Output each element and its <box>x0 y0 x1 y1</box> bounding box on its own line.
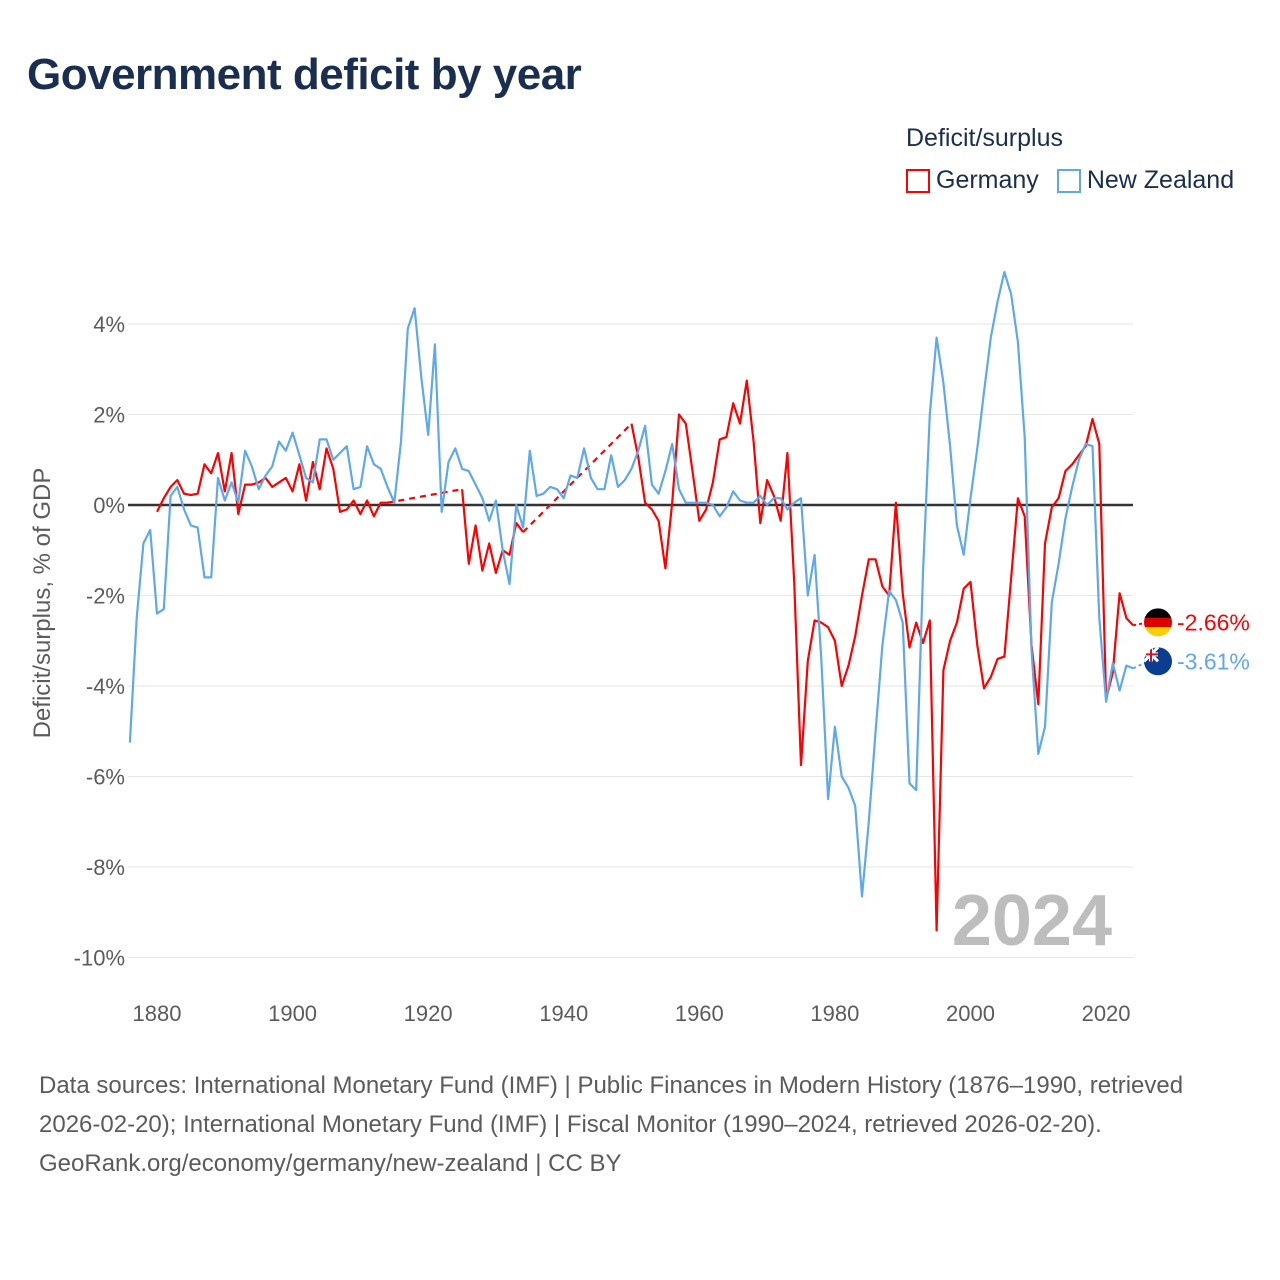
y-tick-label: -6% <box>86 765 125 790</box>
legend-title: Deficit/surplus <box>906 124 1063 152</box>
end-label-germany: -2.66% <box>1177 609 1250 635</box>
legend-item-germany[interactable]: Germany <box>906 166 1039 195</box>
legend-swatch-germany <box>906 168 930 193</box>
year-watermark: 2024 <box>952 881 1112 961</box>
chart-title: Government deficit by year <box>27 50 582 99</box>
end-label-new-zealand: -3.61% <box>1177 648 1250 674</box>
germany-flag-icon <box>1144 608 1172 637</box>
y-tick-label: 4% <box>93 312 125 337</box>
series-lines <box>128 270 1135 932</box>
y-tick-label: 0% <box>93 493 125 518</box>
series-end-labels: -2.66% -3.61% <box>1132 608 1250 676</box>
legend-label-new-zealand: New Zealand <box>1086 166 1235 194</box>
y-tick-label: -2% <box>86 584 125 609</box>
legend-label-germany: Germany <box>936 166 1039 194</box>
x-tick-label: 2020 <box>1082 1001 1131 1026</box>
x-tick-label: 1940 <box>539 1001 588 1026</box>
data-sources: Data sources: International Monetary Fun… <box>39 1072 1184 1138</box>
x-tick-label: 1920 <box>404 1001 453 1026</box>
footer: Data sources: International Monetary Fun… <box>39 1066 1239 1183</box>
x-tick-label: 1900 <box>268 1001 317 1026</box>
y-tick-label: -8% <box>86 855 125 880</box>
x-tick-label: 1880 <box>133 1001 182 1026</box>
series-gap-germany <box>387 422 633 533</box>
chart: -10% -8% -6% -4% -2% 0% 2% 4% 1880 1900 1920 1940 19… <box>29 270 1250 1026</box>
series-line-new-zealand <box>128 270 1134 898</box>
x-tick-label: 2000 <box>946 1001 995 1026</box>
y-tick-label: -10% <box>74 946 125 971</box>
y-axis-label: Deficit/surplus, % of GDP <box>29 468 56 739</box>
legend-item-new-zealand[interactable]: New Zealand <box>1056 166 1235 195</box>
legend-swatch-new-zealand <box>1056 168 1081 193</box>
series-line-germany <box>156 379 1135 932</box>
y-tick-label: 2% <box>93 403 125 428</box>
legend: Germany New Zealand <box>906 166 1234 195</box>
x-tick-label: 1960 <box>675 1001 724 1026</box>
y-tick-label: -4% <box>86 674 125 699</box>
grid: -10% -8% -6% -4% -2% 0% 2% 4% 1880 1900 1920 1940 19… <box>74 312 1133 1026</box>
new-zealand-flag-icon <box>1144 647 1172 676</box>
credit-link[interactable]: GeoRank.org/economy/germany/new-zealand … <box>39 1150 622 1177</box>
x-tick-label: 1980 <box>810 1001 859 1026</box>
